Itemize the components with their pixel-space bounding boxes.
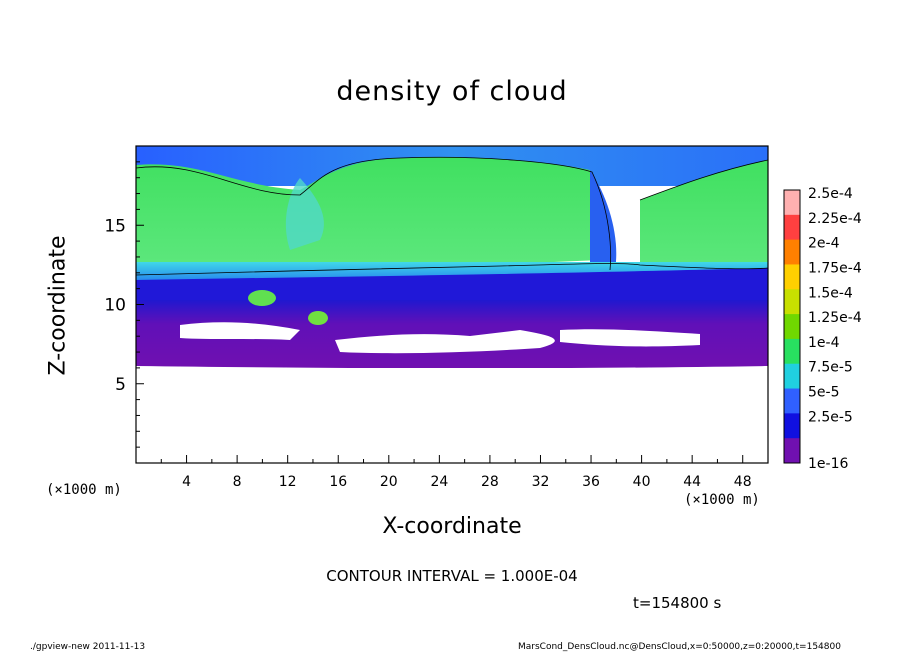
y-tick-label: 15 <box>104 216 126 236</box>
colorbar-label: 2.5e-4 <box>808 186 853 202</box>
footer-right: MarsCond_DensCloud.nc@DensCloud,x=0:5000… <box>518 642 841 652</box>
x-axis-unit: (×1000 m) <box>684 492 760 508</box>
cloud-gap <box>180 322 300 340</box>
colorbar-swatch <box>784 338 800 365</box>
empty-region <box>136 366 768 463</box>
colorbar-label: 5e-5 <box>808 385 839 401</box>
colorbar-swatch <box>784 363 800 390</box>
x-tick-label: 24 <box>430 474 448 490</box>
x-tick-label: 36 <box>582 474 600 490</box>
x-tick-label: 28 <box>481 474 499 490</box>
colorbar-label: 1.5e-4 <box>808 285 853 301</box>
chart-title: density of cloud <box>336 76 568 107</box>
colorbar-label: 1e-4 <box>808 335 840 351</box>
colorbar-label: 1e-16 <box>808 456 848 472</box>
heatmap-field <box>136 146 768 463</box>
colorbar-label: 2.25e-4 <box>808 211 862 227</box>
contour-line <box>136 156 612 271</box>
footer-left: ./gpview-new 2011-11-13 <box>30 642 146 652</box>
x-axis-ticks: 4 8 12 16 20 24 28 32 36 40 44 48 <box>160 455 752 490</box>
green-blob <box>248 290 276 306</box>
x-tick-label: 4 <box>182 474 191 490</box>
colorbar-swatch <box>784 214 800 241</box>
colorbar-swatch <box>784 314 800 340</box>
cloud-gap <box>335 330 555 354</box>
colorbar-swatch <box>784 190 800 216</box>
colorbar-swatch <box>784 289 800 315</box>
green-cloud-region <box>136 157 600 280</box>
y-axis-ticks: 5 10 15 <box>104 161 144 448</box>
cloud-gap <box>560 329 700 347</box>
colorbar-label: 2.5e-5 <box>808 409 853 425</box>
colorbar-swatch <box>784 413 800 439</box>
x-tick-label: 8 <box>233 474 242 490</box>
time-label: t=154800 s <box>633 594 722 612</box>
contour-line <box>639 159 768 201</box>
colorbar-label: 7.5e-5 <box>808 360 853 376</box>
colorbar-swatch <box>784 438 800 464</box>
colorbar-label: 2e-4 <box>808 236 840 252</box>
y-axis-unit: (×1000 m) <box>46 482 122 498</box>
x-tick-label: 16 <box>329 474 347 490</box>
colorbar-swatch <box>784 239 800 265</box>
contour-interval-text: CONTOUR INTERVAL = 1.000E-04 <box>326 567 578 585</box>
x-tick-label: 32 <box>532 474 550 490</box>
colorbar-frame <box>783 189 801 464</box>
cyan-patch <box>285 178 324 250</box>
colorbar-swatch <box>784 388 800 414</box>
colorbar: 2.5e-4 2.25e-4 2e-4 1.75e-4 1.5e-4 1.25e-4 1e-… <box>783 186 862 472</box>
y-axis-label: Z-coordinate <box>45 235 71 376</box>
blue-band <box>136 268 768 310</box>
green-cloud-region-right <box>640 160 768 285</box>
colorbar-label: 1.25e-4 <box>808 310 862 326</box>
x-tick-label: 12 <box>279 474 297 490</box>
x-tick-label: 48 <box>734 474 752 490</box>
green-blob <box>308 311 328 325</box>
contour-line <box>136 263 768 276</box>
colorbar-swatch <box>784 264 800 290</box>
y-tick-label: 10 <box>104 296 126 316</box>
x-tick-label: 40 <box>633 474 651 490</box>
y-tick-label: 5 <box>115 375 126 395</box>
x-axis-label: X-coordinate <box>382 514 522 539</box>
x-tick-label: 20 <box>380 474 398 490</box>
x-tick-label: 44 <box>683 474 701 490</box>
blue-column <box>590 170 617 270</box>
colorbar-label: 1.75e-4 <box>808 260 862 276</box>
